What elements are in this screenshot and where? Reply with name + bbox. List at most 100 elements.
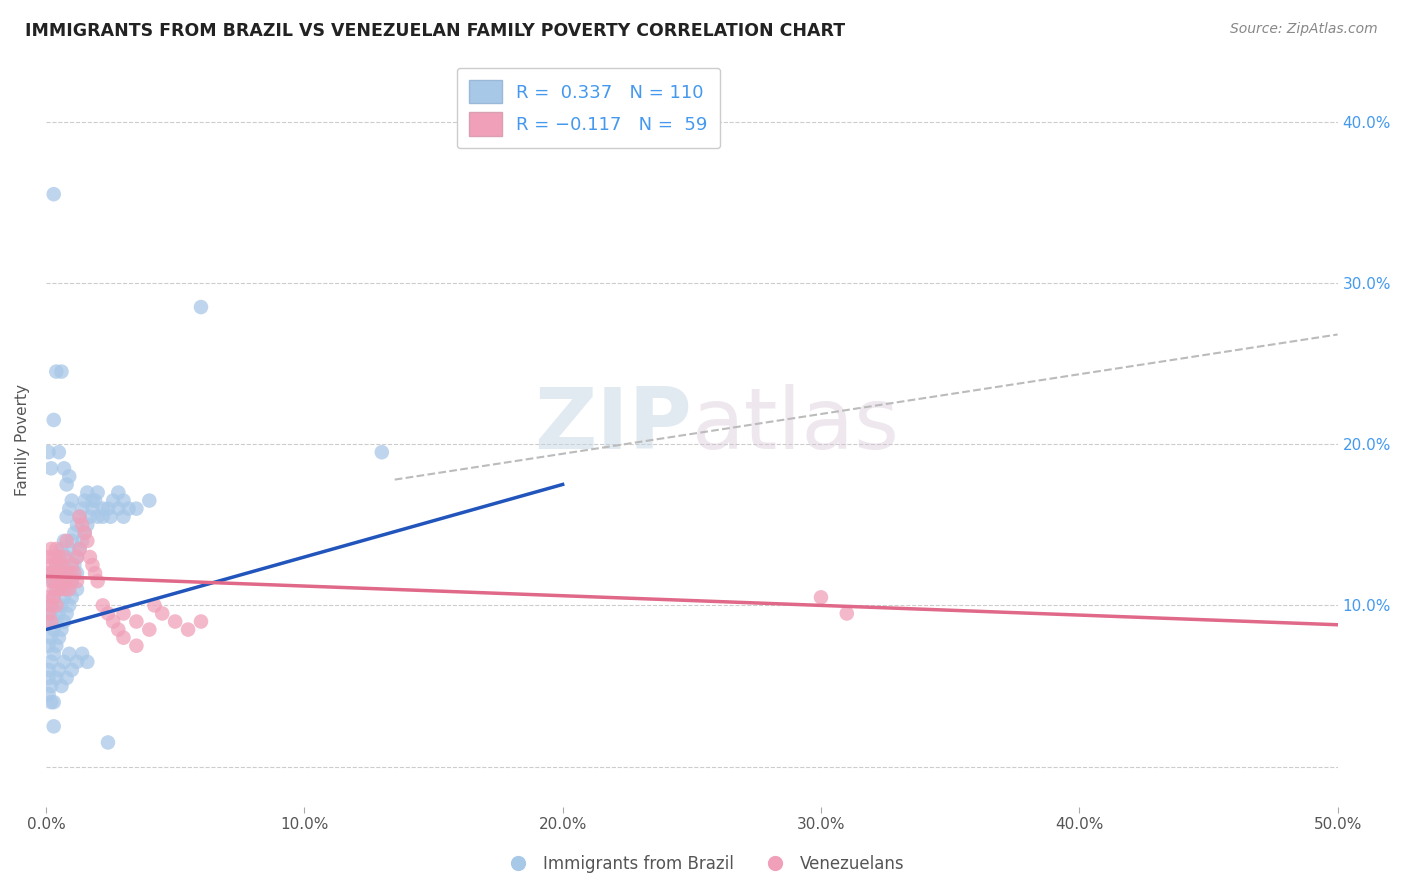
Point bbox=[38, 663, 60, 677]
Text: ZIP: ZIP bbox=[534, 384, 692, 467]
Point bbox=[53, 615, 76, 629]
Point bbox=[143, 599, 166, 613]
Point bbox=[48, 566, 70, 581]
Point bbox=[190, 615, 212, 629]
Point bbox=[53, 566, 76, 581]
Point bbox=[73, 525, 96, 540]
Point bbox=[38, 549, 60, 564]
Point bbox=[76, 517, 98, 532]
Text: atlas: atlas bbox=[692, 384, 900, 467]
Point bbox=[66, 574, 89, 589]
Point bbox=[63, 566, 86, 581]
Text: Source: ZipAtlas.com: Source: ZipAtlas.com bbox=[1230, 22, 1378, 37]
Point bbox=[38, 687, 60, 701]
Point bbox=[38, 607, 60, 621]
Point bbox=[55, 607, 77, 621]
Point bbox=[86, 509, 108, 524]
Point bbox=[117, 501, 139, 516]
Point bbox=[38, 591, 60, 605]
Point bbox=[66, 582, 89, 597]
Point bbox=[38, 445, 60, 459]
Point bbox=[60, 574, 83, 589]
Point bbox=[42, 413, 65, 427]
Point bbox=[58, 501, 80, 516]
Point bbox=[70, 501, 93, 516]
Point bbox=[39, 574, 62, 589]
Point bbox=[125, 501, 148, 516]
Y-axis label: Family Poverty: Family Poverty bbox=[15, 384, 30, 496]
Point bbox=[82, 493, 104, 508]
Point bbox=[51, 566, 73, 581]
Point bbox=[112, 509, 135, 524]
Point bbox=[48, 549, 70, 564]
Point bbox=[86, 485, 108, 500]
Point bbox=[107, 623, 129, 637]
Point bbox=[138, 493, 160, 508]
Point bbox=[60, 558, 83, 573]
Point bbox=[51, 365, 73, 379]
Point bbox=[76, 533, 98, 548]
Point bbox=[73, 493, 96, 508]
Point bbox=[42, 549, 65, 564]
Point bbox=[101, 493, 124, 508]
Point bbox=[125, 639, 148, 653]
Point bbox=[112, 493, 135, 508]
Point bbox=[69, 541, 91, 556]
Point bbox=[69, 509, 91, 524]
Point bbox=[177, 623, 200, 637]
Point bbox=[42, 591, 65, 605]
Point bbox=[39, 461, 62, 475]
Point bbox=[45, 615, 67, 629]
Point bbox=[66, 549, 89, 564]
Point bbox=[69, 541, 91, 556]
Point bbox=[138, 623, 160, 637]
Point bbox=[45, 558, 67, 573]
Point bbox=[125, 615, 148, 629]
Point bbox=[42, 647, 65, 661]
Point bbox=[51, 541, 73, 556]
Point bbox=[58, 574, 80, 589]
Point bbox=[82, 501, 104, 516]
Point bbox=[97, 735, 120, 749]
Point bbox=[48, 445, 70, 459]
Point bbox=[45, 671, 67, 685]
Point bbox=[82, 558, 104, 573]
Point bbox=[39, 631, 62, 645]
Point bbox=[42, 695, 65, 709]
Point bbox=[55, 549, 77, 564]
Point bbox=[42, 591, 65, 605]
Point bbox=[371, 445, 394, 459]
Point bbox=[835, 607, 858, 621]
Point bbox=[48, 663, 70, 677]
Point bbox=[39, 607, 62, 621]
Point bbox=[60, 533, 83, 548]
Point bbox=[42, 719, 65, 733]
Point bbox=[38, 566, 60, 581]
Point bbox=[42, 574, 65, 589]
Point bbox=[45, 582, 67, 597]
Point bbox=[79, 509, 101, 524]
Point bbox=[45, 558, 67, 573]
Point bbox=[58, 647, 80, 661]
Point bbox=[39, 615, 62, 629]
Point bbox=[51, 679, 73, 693]
Point bbox=[48, 574, 70, 589]
Point bbox=[38, 671, 60, 685]
Point bbox=[810, 591, 832, 605]
Point bbox=[39, 679, 62, 693]
Point bbox=[42, 566, 65, 581]
Point bbox=[48, 549, 70, 564]
Point bbox=[66, 566, 89, 581]
Point bbox=[58, 541, 80, 556]
Point bbox=[39, 566, 62, 581]
Point bbox=[100, 509, 122, 524]
Point bbox=[53, 549, 76, 564]
Point bbox=[58, 469, 80, 483]
Point bbox=[55, 574, 77, 589]
Point bbox=[51, 558, 73, 573]
Point bbox=[48, 631, 70, 645]
Point bbox=[55, 533, 77, 548]
Point bbox=[53, 533, 76, 548]
Point bbox=[76, 485, 98, 500]
Point bbox=[51, 574, 73, 589]
